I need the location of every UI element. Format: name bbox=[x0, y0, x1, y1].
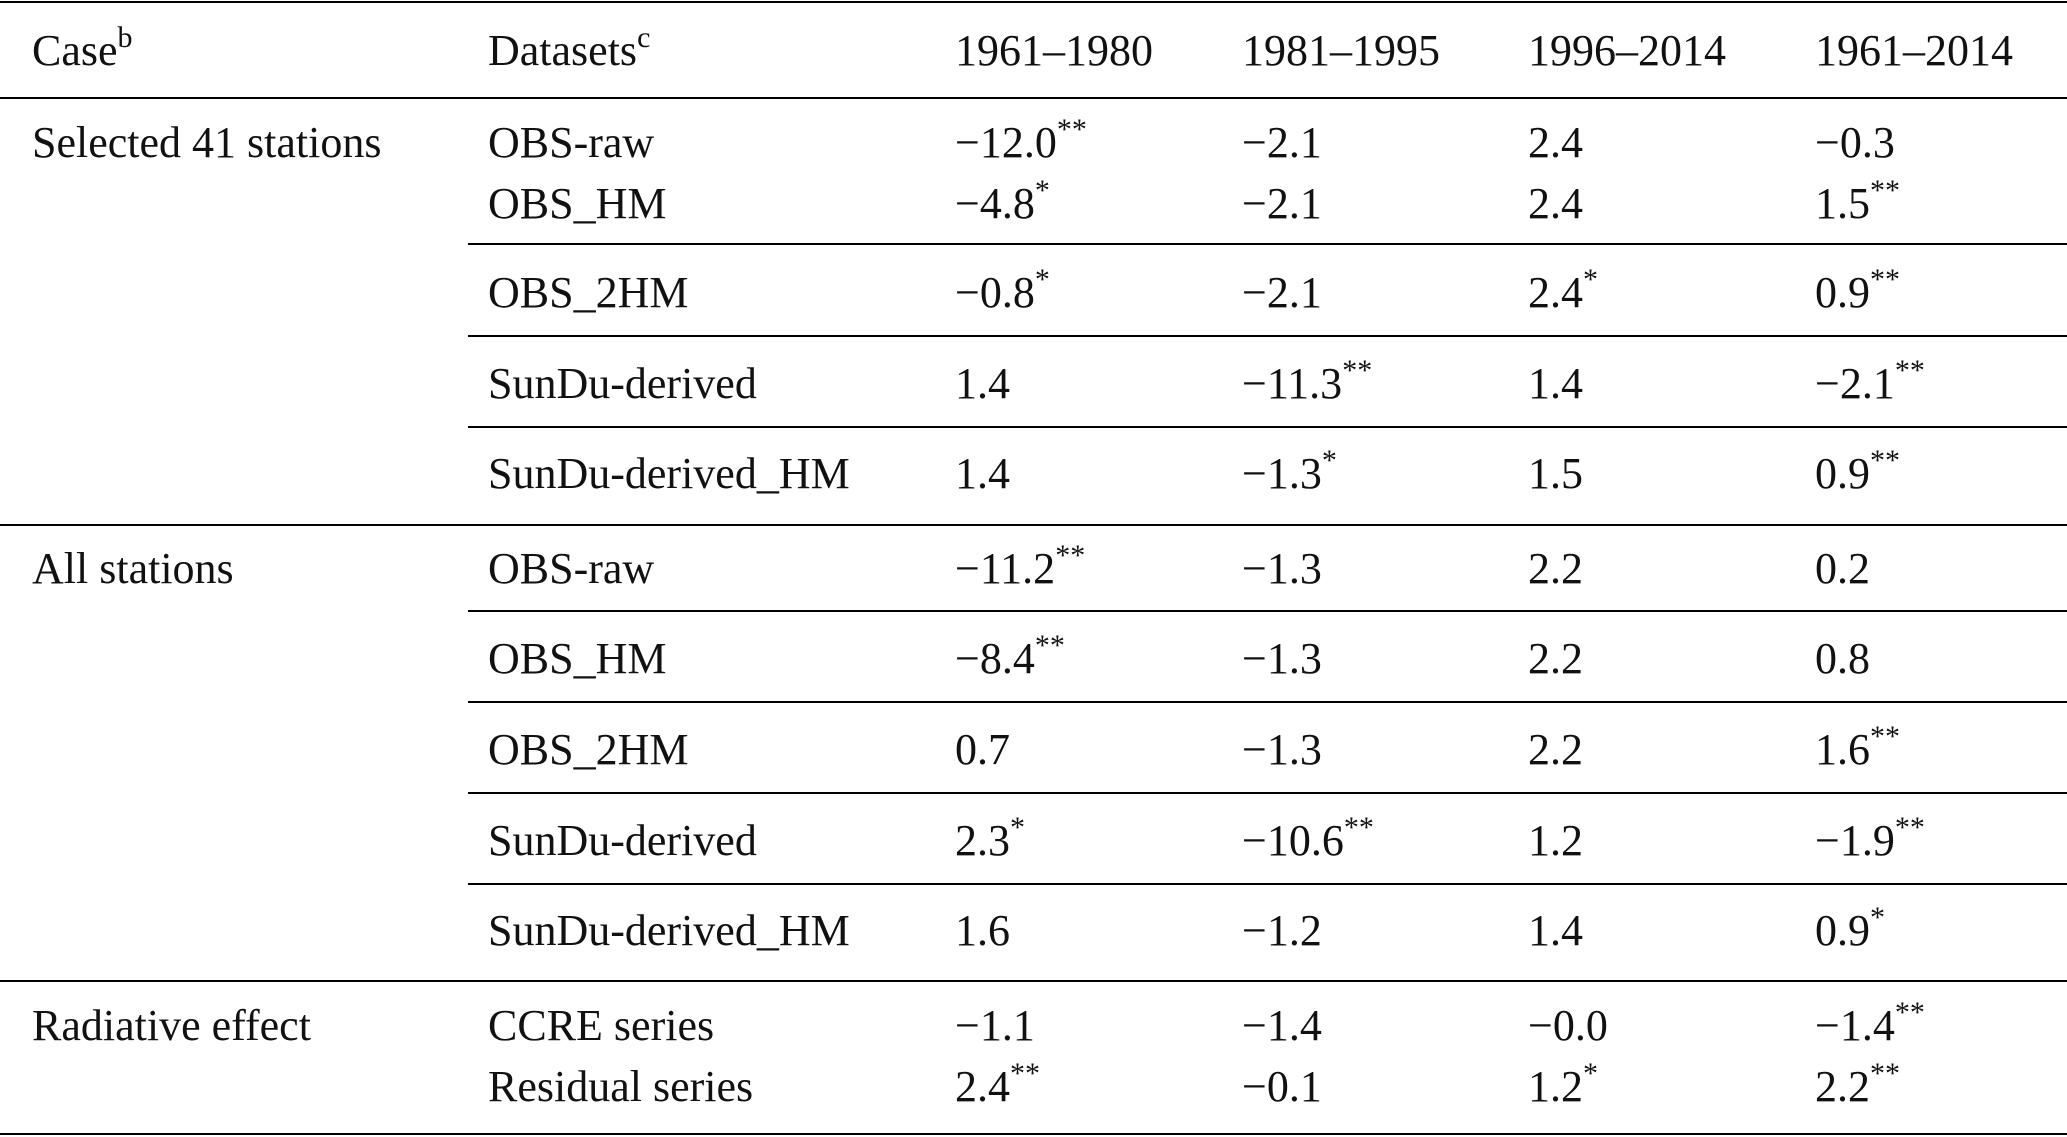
trend-value: −0.0 bbox=[1528, 1001, 1608, 1050]
dataset-name: SunDu-derived_HM bbox=[488, 906, 850, 955]
trend-value: 1.5 bbox=[1528, 449, 1583, 498]
trend-value: 0.9** bbox=[1815, 263, 1900, 317]
trend-value: −0.3 bbox=[1815, 118, 1895, 167]
header-period: 1961–2014 bbox=[1815, 26, 2013, 75]
trend-value: 0.2 bbox=[1815, 544, 1870, 593]
case-label: Selected 41 stations bbox=[32, 118, 382, 167]
trend-value: 1.4 bbox=[1528, 906, 1583, 955]
trend-value: 0.9** bbox=[1815, 444, 1900, 498]
row-divider bbox=[468, 792, 2067, 794]
dataset-name: OBS-raw bbox=[488, 118, 655, 167]
dataset-name: Residual series bbox=[488, 1062, 754, 1111]
row-divider bbox=[468, 335, 2067, 337]
trend-value: 2.2** bbox=[1815, 1057, 1900, 1111]
trend-value: −1.3* bbox=[1242, 444, 1337, 498]
trend-value: −1.3 bbox=[1242, 544, 1322, 593]
group-rule bbox=[0, 524, 2067, 526]
trend-value: −10.6** bbox=[1242, 811, 1374, 865]
table-bottom-rule bbox=[0, 1133, 2067, 1135]
trend-value: −11.3** bbox=[1242, 354, 1373, 408]
trend-value: −0.1 bbox=[1242, 1062, 1322, 1111]
trend-value: 2.4 bbox=[1528, 179, 1583, 228]
header-period: 1996–2014 bbox=[1528, 26, 1726, 75]
trend-value: −1.3 bbox=[1242, 634, 1322, 683]
trend-value: 1.2 bbox=[1528, 816, 1583, 865]
table-top-rule bbox=[0, 1, 2067, 3]
dataset-name: SunDu-derived bbox=[488, 359, 757, 408]
trend-value: −1.4 bbox=[1242, 1001, 1322, 1050]
dataset-name: SunDu-derived bbox=[488, 816, 757, 865]
row-divider bbox=[468, 610, 2067, 612]
trend-value: 1.6 bbox=[955, 906, 1010, 955]
row-divider bbox=[468, 426, 2067, 428]
trend-value: 1.5** bbox=[1815, 174, 1900, 228]
case-label: All stations bbox=[32, 544, 234, 593]
header-period: 1981–1995 bbox=[1242, 26, 1440, 75]
group-rule bbox=[0, 980, 2067, 982]
trend-value: 2.2 bbox=[1528, 725, 1583, 774]
trend-value: −1.2 bbox=[1242, 906, 1322, 955]
trend-value: 2.4* bbox=[1528, 263, 1598, 317]
dataset-name: OBS_HM bbox=[488, 634, 667, 683]
trend-value: 2.3* bbox=[955, 811, 1025, 865]
trend-value: −2.1** bbox=[1815, 354, 1925, 408]
trend-value: −2.1 bbox=[1242, 268, 1322, 317]
trend-value: −1.4** bbox=[1815, 996, 1925, 1050]
trend-value: −1.1 bbox=[955, 1001, 1035, 1050]
row-divider bbox=[468, 701, 2067, 703]
header-case: Caseb bbox=[32, 21, 133, 75]
trend-value: 0.8 bbox=[1815, 634, 1870, 683]
trend-value: −0.8* bbox=[955, 263, 1050, 317]
trend-value: 1.6** bbox=[1815, 720, 1900, 774]
trend-value: −2.1 bbox=[1242, 179, 1322, 228]
case-label: Radiative effect bbox=[32, 1001, 311, 1050]
header-rule bbox=[0, 97, 2067, 99]
trend-value: 1.2* bbox=[1528, 1057, 1598, 1111]
dataset-name: OBS_HM bbox=[488, 179, 667, 228]
dataset-name: CCRE series bbox=[488, 1001, 715, 1050]
trend-value: −11.2** bbox=[955, 539, 1086, 593]
dataset-name: OBS_2HM bbox=[488, 268, 689, 317]
trend-value: −1.3 bbox=[1242, 725, 1322, 774]
dataset-name: SunDu-derived_HM bbox=[488, 449, 850, 498]
trend-value: 0.7 bbox=[955, 725, 1010, 774]
dataset-name: OBS-raw bbox=[488, 544, 655, 593]
row-divider bbox=[468, 243, 2067, 245]
row-divider bbox=[468, 883, 2067, 885]
trend-value: 1.4 bbox=[1528, 359, 1583, 408]
trend-value: 2.2 bbox=[1528, 634, 1583, 683]
trend-value: 2.4 bbox=[1528, 118, 1583, 167]
trend-value: −4.8* bbox=[955, 174, 1050, 228]
trend-value: −1.9** bbox=[1815, 811, 1925, 865]
trend-value: 2.2 bbox=[1528, 544, 1583, 593]
trend-value: 1.4 bbox=[955, 449, 1010, 498]
trend-value: 2.4** bbox=[955, 1057, 1040, 1111]
trend-value: 1.4 bbox=[955, 359, 1010, 408]
trend-value: −2.1 bbox=[1242, 118, 1322, 167]
dataset-name: OBS_2HM bbox=[488, 725, 689, 774]
trend-value: −8.4** bbox=[955, 629, 1065, 683]
header-period: 1961–1980 bbox=[955, 26, 1153, 75]
trend-value: 0.9* bbox=[1815, 901, 1885, 955]
header-datasets: Datasetsc bbox=[488, 21, 651, 75]
trend-value: −12.0** bbox=[955, 113, 1087, 167]
